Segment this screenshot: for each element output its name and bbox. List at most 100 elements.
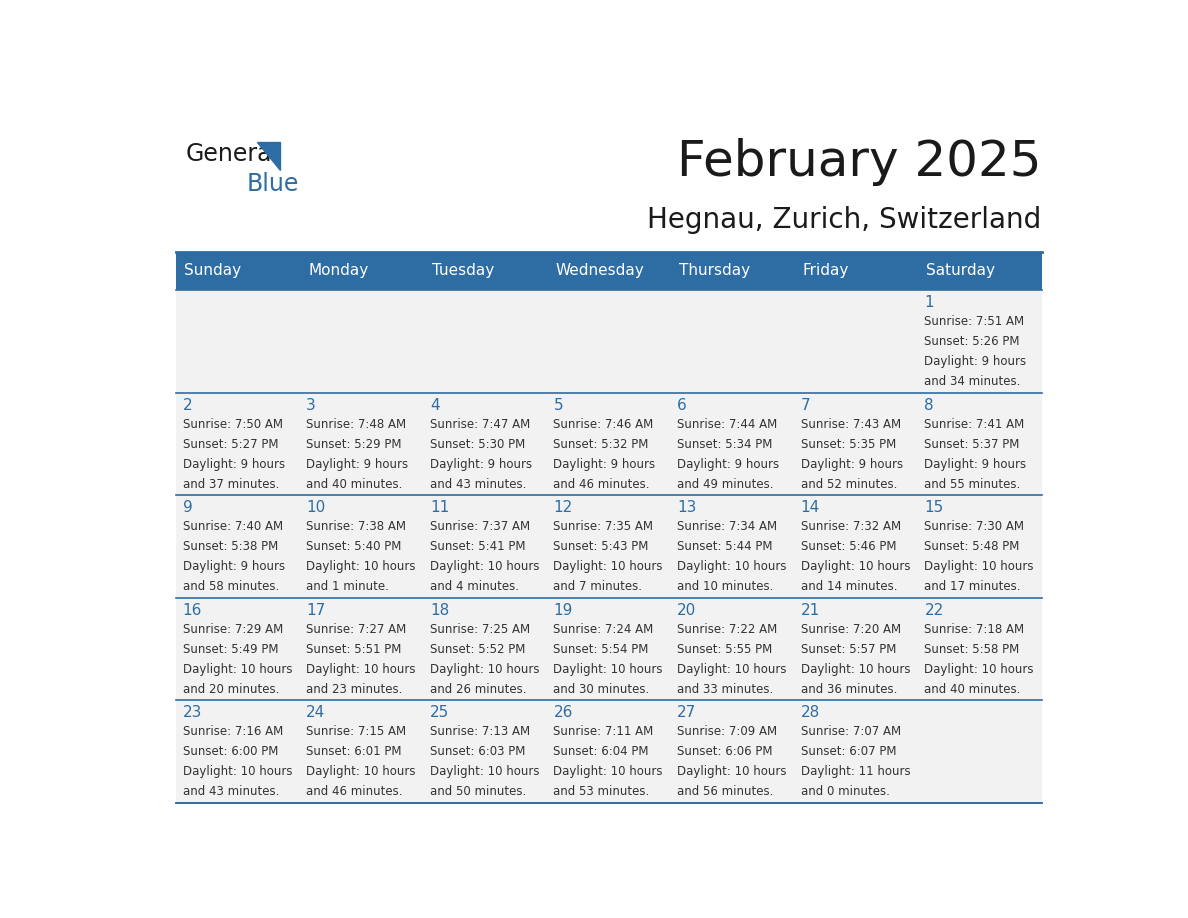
Text: Sunset: 5:34 PM: Sunset: 5:34 PM <box>677 438 772 451</box>
Text: Sunrise: 7:16 AM: Sunrise: 7:16 AM <box>183 725 283 738</box>
Bar <box>423 598 546 700</box>
Bar <box>918 252 1042 290</box>
Text: Sunrise: 7:43 AM: Sunrise: 7:43 AM <box>801 418 901 431</box>
Text: Friday: Friday <box>803 263 849 278</box>
Text: Sunset: 5:29 PM: Sunset: 5:29 PM <box>307 438 402 451</box>
Bar <box>546 496 671 598</box>
Text: Sunrise: 7:37 AM: Sunrise: 7:37 AM <box>430 521 530 533</box>
Text: Sunrise: 7:07 AM: Sunrise: 7:07 AM <box>801 725 901 738</box>
Bar <box>671 290 795 393</box>
Text: Wednesday: Wednesday <box>555 263 644 278</box>
Bar <box>176 393 299 496</box>
Text: 14: 14 <box>801 500 820 515</box>
Text: 16: 16 <box>183 603 202 618</box>
Text: Daylight: 11 hours: Daylight: 11 hours <box>801 766 910 778</box>
Text: Sunset: 5:54 PM: Sunset: 5:54 PM <box>554 643 649 655</box>
Text: and 55 minutes.: and 55 minutes. <box>924 477 1020 491</box>
Text: and 4 minutes.: and 4 minutes. <box>430 580 519 593</box>
Text: Sunrise: 7:09 AM: Sunrise: 7:09 AM <box>677 725 777 738</box>
Bar <box>176 700 299 803</box>
Bar <box>918 700 1042 803</box>
Text: Daylight: 10 hours: Daylight: 10 hours <box>924 560 1034 574</box>
Text: February 2025: February 2025 <box>677 139 1042 186</box>
Text: 24: 24 <box>307 705 326 721</box>
Text: Sunrise: 7:22 AM: Sunrise: 7:22 AM <box>677 622 777 636</box>
Text: Sunday: Sunday <box>184 263 241 278</box>
Text: and 0 minutes.: and 0 minutes. <box>801 785 890 799</box>
Text: Sunset: 5:58 PM: Sunset: 5:58 PM <box>924 643 1019 655</box>
Text: 28: 28 <box>801 705 820 721</box>
Bar <box>423 290 546 393</box>
Text: Thursday: Thursday <box>680 263 750 278</box>
Text: 10: 10 <box>307 500 326 515</box>
Text: and 17 minutes.: and 17 minutes. <box>924 580 1020 593</box>
Bar <box>671 393 795 496</box>
Text: Daylight: 10 hours: Daylight: 10 hours <box>554 663 663 676</box>
Bar <box>546 290 671 393</box>
Text: and 36 minutes.: and 36 minutes. <box>801 683 897 696</box>
Text: Daylight: 9 hours: Daylight: 9 hours <box>554 458 656 471</box>
Bar <box>671 700 795 803</box>
Text: Blue: Blue <box>247 173 299 196</box>
Bar <box>918 496 1042 598</box>
Bar <box>423 496 546 598</box>
Text: Sunset: 6:03 PM: Sunset: 6:03 PM <box>430 745 525 758</box>
Text: Sunset: 5:43 PM: Sunset: 5:43 PM <box>554 541 649 554</box>
Text: Sunset: 5:49 PM: Sunset: 5:49 PM <box>183 643 278 655</box>
Bar <box>546 598 671 700</box>
Text: and 26 minutes.: and 26 minutes. <box>430 683 526 696</box>
Text: Sunrise: 7:11 AM: Sunrise: 7:11 AM <box>554 725 653 738</box>
Text: Sunrise: 7:24 AM: Sunrise: 7:24 AM <box>554 622 653 636</box>
Text: Sunrise: 7:40 AM: Sunrise: 7:40 AM <box>183 521 283 533</box>
Text: Sunrise: 7:41 AM: Sunrise: 7:41 AM <box>924 418 1024 431</box>
Bar <box>546 252 671 290</box>
Text: and 1 minute.: and 1 minute. <box>307 580 390 593</box>
Text: 8: 8 <box>924 397 934 413</box>
Text: 6: 6 <box>677 397 687 413</box>
Text: and 43 minutes.: and 43 minutes. <box>430 477 526 491</box>
Bar <box>423 252 546 290</box>
Text: and 40 minutes.: and 40 minutes. <box>924 683 1020 696</box>
Bar <box>299 290 423 393</box>
Text: Sunset: 5:26 PM: Sunset: 5:26 PM <box>924 335 1019 348</box>
Text: Sunrise: 7:51 AM: Sunrise: 7:51 AM <box>924 316 1024 329</box>
Text: Daylight: 9 hours: Daylight: 9 hours <box>924 458 1026 471</box>
Text: 1: 1 <box>924 296 934 310</box>
Text: Daylight: 10 hours: Daylight: 10 hours <box>801 560 910 574</box>
Text: Sunrise: 7:30 AM: Sunrise: 7:30 AM <box>924 521 1024 533</box>
Text: Sunset: 5:38 PM: Sunset: 5:38 PM <box>183 541 278 554</box>
Text: and 20 minutes.: and 20 minutes. <box>183 683 279 696</box>
Text: and 50 minutes.: and 50 minutes. <box>430 785 526 799</box>
Text: 20: 20 <box>677 603 696 618</box>
Bar <box>299 393 423 496</box>
Text: Sunset: 5:30 PM: Sunset: 5:30 PM <box>430 438 525 451</box>
Text: Sunrise: 7:29 AM: Sunrise: 7:29 AM <box>183 622 283 636</box>
Bar <box>299 598 423 700</box>
Text: Sunset: 5:40 PM: Sunset: 5:40 PM <box>307 541 402 554</box>
Text: Daylight: 9 hours: Daylight: 9 hours <box>677 458 779 471</box>
Text: 17: 17 <box>307 603 326 618</box>
Text: Daylight: 10 hours: Daylight: 10 hours <box>307 663 416 676</box>
Text: Sunset: 5:37 PM: Sunset: 5:37 PM <box>924 438 1019 451</box>
Text: Daylight: 10 hours: Daylight: 10 hours <box>554 766 663 778</box>
Text: Sunrise: 7:50 AM: Sunrise: 7:50 AM <box>183 418 283 431</box>
Text: Sunrise: 7:46 AM: Sunrise: 7:46 AM <box>554 418 653 431</box>
Text: Sunrise: 7:47 AM: Sunrise: 7:47 AM <box>430 418 530 431</box>
Bar <box>918 393 1042 496</box>
Text: and 53 minutes.: and 53 minutes. <box>554 785 650 799</box>
Text: Sunrise: 7:35 AM: Sunrise: 7:35 AM <box>554 521 653 533</box>
Text: Sunset: 5:41 PM: Sunset: 5:41 PM <box>430 541 525 554</box>
Text: Daylight: 10 hours: Daylight: 10 hours <box>677 663 786 676</box>
Text: Daylight: 10 hours: Daylight: 10 hours <box>677 560 786 574</box>
Text: Tuesday: Tuesday <box>431 263 494 278</box>
Bar <box>795 290 918 393</box>
Bar <box>918 290 1042 393</box>
Text: and 40 minutes.: and 40 minutes. <box>307 477 403 491</box>
Text: Daylight: 9 hours: Daylight: 9 hours <box>183 458 285 471</box>
Bar <box>546 393 671 496</box>
Text: Sunset: 5:57 PM: Sunset: 5:57 PM <box>801 643 896 655</box>
Text: Sunrise: 7:27 AM: Sunrise: 7:27 AM <box>307 622 406 636</box>
Text: Sunset: 6:07 PM: Sunset: 6:07 PM <box>801 745 896 758</box>
Text: 4: 4 <box>430 397 440 413</box>
Text: Monday: Monday <box>308 263 368 278</box>
